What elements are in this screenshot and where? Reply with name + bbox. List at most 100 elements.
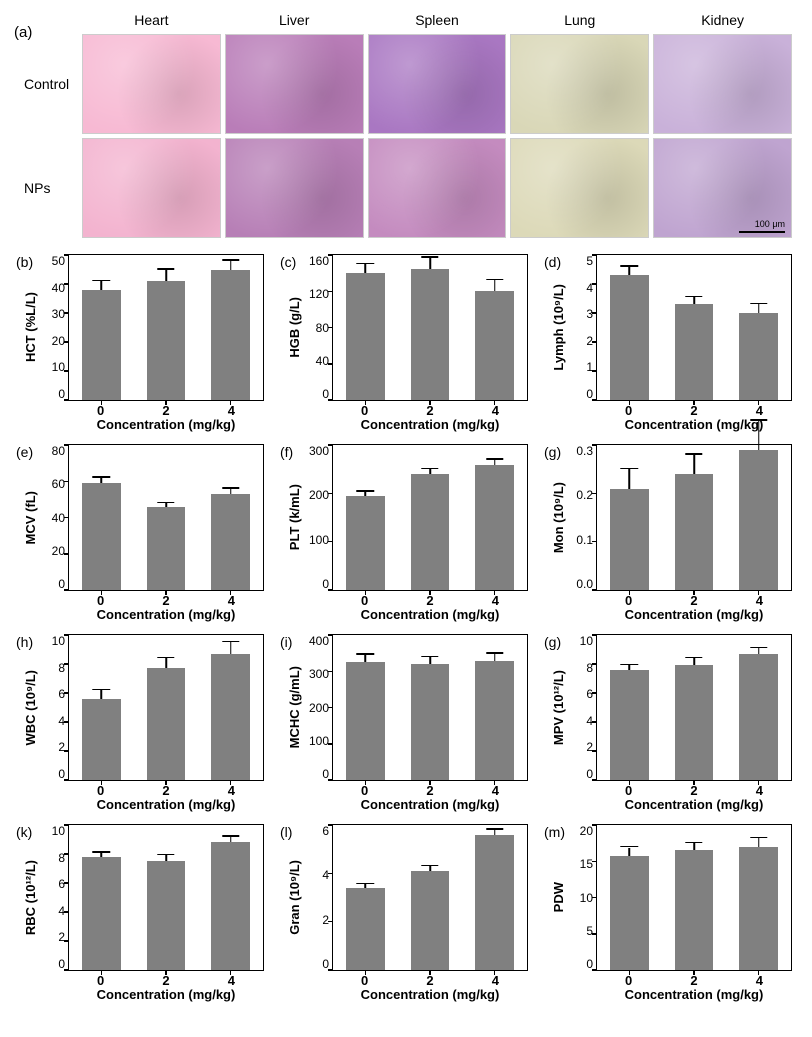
xtick-label: 2 [690, 403, 697, 418]
ytick-label: 0.1 [576, 533, 593, 547]
histology-grid: Heart Liver Spleen Lung Kidney Control N… [24, 10, 792, 238]
row-head-control: Control [24, 34, 78, 134]
ytick-label: 60 [52, 477, 65, 491]
ytick-label: 15 [580, 857, 593, 871]
ylabel-c: HGB (g/L) [287, 297, 302, 358]
xlabel-b: Concentration (mg/kg) [68, 417, 264, 432]
col-head-liver: Liver [225, 10, 364, 30]
xtick-label: 4 [492, 403, 499, 418]
xtick-label: 4 [228, 593, 235, 608]
xtick-label: 4 [756, 593, 763, 608]
histo-control-lung [510, 34, 649, 134]
panel-label-m: (m) [544, 824, 565, 840]
xtick-label: 2 [162, 973, 169, 988]
ytick-label: 120 [309, 287, 329, 301]
bar [475, 465, 514, 590]
bar [411, 664, 450, 780]
plot-area-l [332, 824, 528, 971]
xtick-label: 2 [162, 783, 169, 798]
bar [610, 670, 649, 780]
xlabel-m: Concentration (mg/kg) [596, 987, 792, 1002]
ytick-label: 300 [309, 444, 329, 458]
col-head-heart: Heart [82, 10, 221, 30]
ytick-label: 5 [586, 924, 593, 938]
plot-area-b [68, 254, 264, 401]
chart-c: (c)HGB (g/L)16012080400024Concentration … [284, 254, 528, 432]
ytick-label: 3 [586, 307, 593, 321]
xtick-label: 2 [690, 973, 697, 988]
chart-h: (h)WBC (10⁹/L)1086420024Concentration (m… [20, 634, 264, 812]
xlabel-c: Concentration (mg/kg) [332, 417, 528, 432]
xtick-label: 0 [625, 593, 632, 608]
ytick-label: 10 [52, 634, 65, 648]
bar [211, 494, 250, 590]
xtick-label: 4 [492, 783, 499, 798]
panel-label-e: (e) [16, 444, 33, 460]
bar [211, 270, 250, 401]
xtick-label: 0 [97, 783, 104, 798]
ytick-label: 20 [52, 544, 65, 558]
ytick-label: 6 [322, 824, 329, 838]
ytick-label: 200 [309, 701, 329, 715]
ylabel-g2: MPV (10¹²/L) [551, 670, 566, 745]
bar [411, 871, 450, 970]
ylabel-m: PDW [551, 882, 566, 912]
ytick-label: 10 [52, 360, 65, 374]
ytick-label: 0.2 [576, 488, 593, 502]
xtick-label: 2 [426, 783, 433, 798]
ytick-label: 100 [309, 734, 329, 748]
plot-area-m [596, 824, 792, 971]
xtick-label: 0 [625, 973, 632, 988]
ylabel-k: RBC (10¹²/L) [23, 860, 38, 935]
chart-g: (g)Mon (10⁹/L)0.30.20.10.0024Concentrati… [548, 444, 792, 622]
bar [346, 662, 385, 780]
bar [346, 496, 385, 590]
chart-f: (f)PLT (k/mL)3002001000024Concentration … [284, 444, 528, 622]
ytick-label: 100 [309, 533, 329, 547]
ytick-label: 160 [309, 254, 329, 268]
xtick-label: 0 [361, 593, 368, 608]
bar [739, 654, 778, 780]
ytick-label: 40 [52, 281, 65, 295]
panel-label-b: (b) [16, 254, 33, 270]
xtick-label: 2 [162, 593, 169, 608]
xtick-label: 4 [756, 783, 763, 798]
ylabel-g: Mon (10⁹/L) [551, 482, 566, 553]
plot-area-f [332, 444, 528, 591]
plot-area-c [332, 254, 528, 401]
xtick-label: 4 [228, 973, 235, 988]
chart-grid: (b)HCT (%L/L)50403020100024Concentration… [20, 254, 792, 1002]
ylabel-f: PLT (k/mL) [287, 484, 302, 550]
histo-nps-heart [82, 138, 221, 238]
xtick-label: 4 [492, 973, 499, 988]
chart-l: (l)Gran (10⁹/L)6420024Concentration (mg/… [284, 824, 528, 1002]
ytick-label: 2 [586, 740, 593, 754]
histo-control-kidney [653, 34, 792, 134]
bar [147, 861, 186, 970]
bar [211, 654, 250, 780]
bar [675, 850, 714, 970]
ytick-label: 80 [316, 321, 329, 335]
bar [610, 275, 649, 400]
xtick-label: 0 [361, 973, 368, 988]
ytick-label: 0.3 [576, 444, 593, 458]
xtick-label: 0 [625, 783, 632, 798]
panel-label-g2: (g) [544, 634, 561, 650]
bar [739, 847, 778, 970]
bar [610, 856, 649, 970]
bar [411, 474, 450, 590]
panel-a-histology: (a) Heart Liver Spleen Lung Kidney Contr… [20, 10, 792, 238]
ytick-label: 10 [580, 891, 593, 905]
ytick-label: 1 [586, 360, 593, 374]
plot-area-h [68, 634, 264, 781]
ytick-label: 40 [52, 511, 65, 525]
ytick-label: 6 [58, 877, 65, 891]
ytick-label: 10 [580, 634, 593, 648]
bar [411, 269, 450, 400]
chart-m: (m)PDW20151050024Concentration (mg/kg) [548, 824, 792, 1002]
ytick-label: 400 [309, 634, 329, 648]
ytick-label: 80 [52, 444, 65, 458]
histo-nps-lung [510, 138, 649, 238]
xtick-label: 0 [361, 403, 368, 418]
histo-control-heart [82, 34, 221, 134]
